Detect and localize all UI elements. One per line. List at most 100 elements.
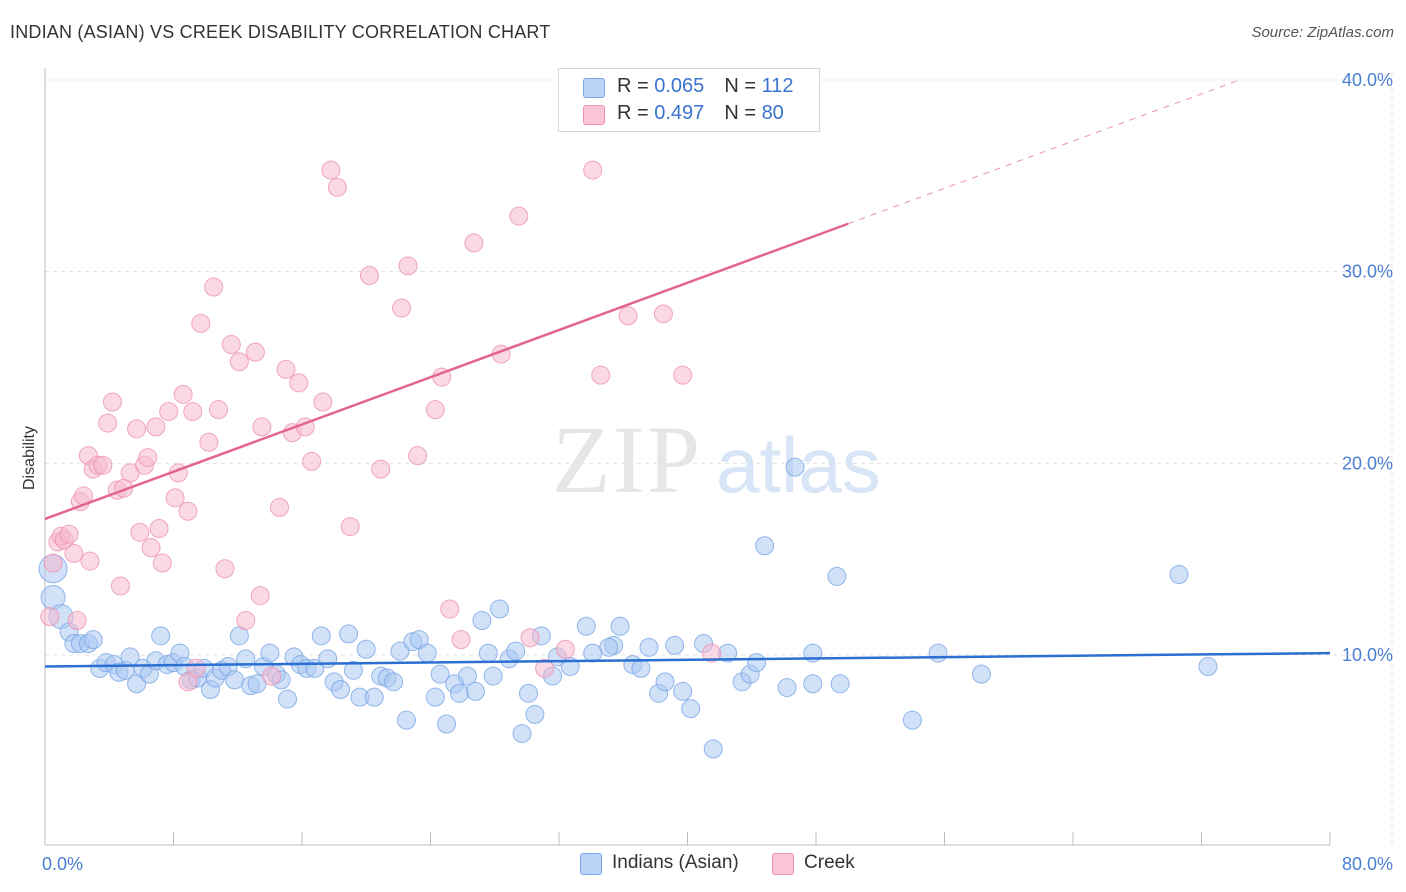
r-label: R =: [617, 75, 655, 97]
creek-point: [321, 160, 341, 180]
indians-point: [364, 687, 384, 707]
creek-point: [371, 459, 391, 479]
creek-point: [673, 365, 693, 385]
points-layer: [38, 160, 1218, 759]
creek-point: [208, 400, 228, 420]
creek-point: [178, 672, 198, 692]
indians-point: [512, 724, 532, 744]
indians-point: [472, 611, 492, 630]
indians-point: [465, 681, 485, 701]
creek-trend-extension: [847, 78, 1242, 225]
indians-point: [311, 626, 331, 646]
svg-text:ZIP: ZIP: [552, 406, 702, 513]
pink-swatch: [583, 105, 605, 125]
series-legend: Indians (Asian) Creek: [580, 852, 883, 875]
indians-trend-line: [44, 651, 1331, 668]
y-axis-title: Disability: [21, 426, 38, 490]
indians-point: [631, 658, 651, 678]
indians-point: [457, 666, 477, 686]
source-credit: Source: ZipAtlas.com: [1251, 24, 1394, 41]
creek-point: [583, 160, 603, 180]
creek-point: [127, 419, 147, 439]
indians-point: [755, 536, 775, 556]
indians-point: [971, 664, 991, 684]
creek-point: [102, 392, 122, 412]
creek-point: [98, 413, 118, 433]
creek-point: [138, 448, 158, 468]
n-label: N =: [724, 75, 762, 97]
r-value: 0.497: [654, 102, 705, 124]
creek-point: [327, 177, 347, 197]
indians-point: [396, 710, 416, 730]
creek-point: [165, 488, 185, 508]
creek-point: [270, 497, 290, 517]
y-tick-label: 30.0%: [1342, 262, 1393, 282]
indians-point: [437, 714, 457, 734]
creek-point: [250, 586, 270, 606]
legend-label-creek: Creek: [804, 852, 855, 873]
indians-point: [928, 643, 948, 663]
creek-point: [359, 266, 379, 285]
pink-swatch: [772, 853, 795, 875]
x-tick-label-max: 80.0%: [1342, 854, 1393, 874]
indians-point: [803, 674, 823, 694]
y-tick-label: 40.0%: [1342, 70, 1393, 90]
indians-point: [318, 649, 338, 669]
indians-point: [1198, 657, 1218, 676]
creek-point: [302, 451, 322, 471]
r-label: R =: [617, 102, 655, 124]
creek-point: [229, 352, 249, 372]
indians-point: [827, 566, 847, 586]
n-value: 112: [761, 75, 794, 97]
creek-point: [130, 522, 150, 542]
creek-point: [252, 417, 272, 437]
n-label: N =: [724, 102, 762, 124]
indians-point: [639, 637, 659, 657]
indians-point: [599, 637, 619, 657]
creek-point: [215, 559, 235, 579]
indians-point: [331, 680, 351, 699]
creek-point: [236, 611, 256, 630]
creek-point: [520, 628, 540, 648]
indians-point: [260, 643, 280, 663]
blue-swatch: [580, 853, 602, 875]
creek-point: [464, 233, 484, 253]
n-value: 80: [761, 102, 784, 124]
creek-point: [146, 417, 166, 437]
creek-point: [64, 543, 84, 563]
creek-point: [159, 402, 179, 422]
creek-point: [191, 313, 211, 333]
indians-point: [610, 616, 630, 636]
creek-point: [340, 517, 360, 537]
indians-point: [384, 672, 404, 692]
indians-point: [417, 643, 437, 663]
creek-point: [261, 666, 281, 686]
x-tick-label-min: 0.0%: [42, 854, 83, 874]
indians-point: [655, 672, 675, 692]
creek-point: [141, 538, 161, 558]
creek-point: [59, 524, 79, 544]
creek-point: [702, 643, 722, 663]
creek-point: [67, 611, 87, 630]
legend-row-text: R = 0.065 N = 112: [617, 75, 793, 98]
creek-point: [555, 639, 575, 659]
indians-point: [1169, 565, 1189, 584]
stats-legend: R = 0.065 N = 112 R = 0.497 N = 80: [558, 68, 820, 132]
indians-point: [747, 653, 767, 673]
indians-point: [151, 626, 171, 646]
indians-point: [525, 704, 545, 724]
creek-point: [43, 553, 63, 573]
indians-point: [339, 624, 359, 644]
y-tick-label: 20.0%: [1342, 453, 1393, 473]
creek-point: [653, 304, 673, 324]
indians-point: [665, 635, 685, 655]
indians-point: [449, 683, 469, 703]
axis-layer: [44, 68, 1331, 846]
indians-point: [343, 660, 363, 680]
creek-trend-line: [44, 222, 849, 521]
indians-point: [483, 666, 503, 686]
indians-point: [478, 643, 498, 663]
creek-point: [110, 576, 130, 596]
creek-point: [451, 630, 471, 650]
indians-point: [583, 643, 603, 663]
